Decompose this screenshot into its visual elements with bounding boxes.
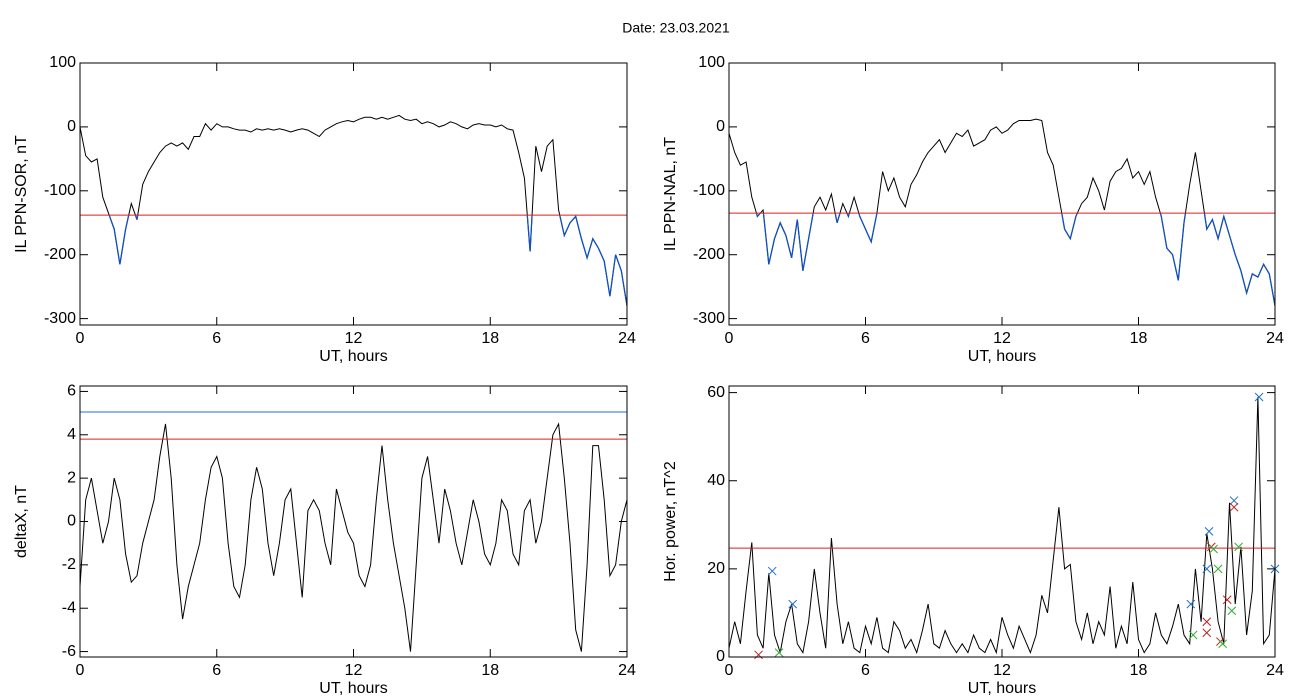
y-tick-label: 60 xyxy=(707,384,725,401)
x-axis-label: UT, hours xyxy=(319,680,387,697)
cross-marker xyxy=(1188,630,1198,640)
y-tick-label: 100 xyxy=(49,54,76,71)
y-tick-label: 0 xyxy=(716,118,725,135)
y-tick-label: -300 xyxy=(693,310,725,327)
cross-marker xyxy=(1229,496,1239,505)
y-axis-label: IL PPN-SOR, nT xyxy=(13,135,30,253)
x-tick-label: 24 xyxy=(618,330,636,347)
cross-marker xyxy=(1186,599,1196,609)
cross-marker xyxy=(1227,606,1237,616)
y-tick-label: 4 xyxy=(67,426,76,443)
cross-marker xyxy=(754,650,763,660)
x-tick-label: 12 xyxy=(345,330,363,347)
panel: -300 -200 -100 0 100 0 6 12 18 24 UT, hours IL PPN-… xyxy=(662,54,1284,365)
cross-marker xyxy=(1218,639,1228,649)
x-tick-label: 18 xyxy=(1130,330,1148,347)
cross-marker xyxy=(1202,628,1212,638)
x-tick-label: 12 xyxy=(993,662,1011,679)
cross-marker xyxy=(1229,502,1239,512)
plot-frame xyxy=(79,385,628,658)
x-tick-label: 12 xyxy=(345,662,363,679)
plot-frame xyxy=(728,62,1276,326)
y-tick-label: -200 xyxy=(693,246,725,263)
x-tick-label: 18 xyxy=(481,330,499,347)
below-threshold-line xyxy=(755,213,1275,306)
y-axis-label: IL PPN-NAL, nT xyxy=(662,137,679,251)
cross-marker xyxy=(1202,564,1212,574)
x-axis-label: UT, hours xyxy=(968,680,1036,697)
data-line xyxy=(729,118,1275,306)
y-axis-label: deltaX, nT xyxy=(13,485,30,558)
panel: -300 -200 -100 0 100 0 6 12 18 24 UT, hours IL PPN-… xyxy=(13,54,636,365)
x-tick-label: 0 xyxy=(76,662,85,679)
panel: 0 20 40 60 0 6 12 18 24 UT, hours Hor. power, nT^2 xyxy=(662,384,1284,697)
x-tick-label: 18 xyxy=(481,662,499,679)
y-tick-label: 20 xyxy=(707,560,725,577)
y-tick-label: -4 xyxy=(62,599,76,616)
y-tick-label: 0 xyxy=(716,648,725,665)
cross-marker xyxy=(1202,617,1212,627)
cross-marker xyxy=(788,599,798,609)
x-tick-label: 24 xyxy=(1266,662,1284,679)
cross-marker xyxy=(767,566,777,576)
data-line xyxy=(80,114,627,306)
x-axis-label: UT, hours xyxy=(968,348,1036,365)
x-tick-label: 6 xyxy=(861,662,870,679)
cross-marker xyxy=(1209,544,1218,554)
cross-marker xyxy=(1213,564,1223,574)
y-tick-label: 6 xyxy=(67,383,76,400)
y-tick-label: 0 xyxy=(67,118,76,135)
y-tick-label: -100 xyxy=(44,182,76,199)
y-tick-label: 0 xyxy=(67,513,76,530)
data-line xyxy=(729,396,1275,655)
cross-marker xyxy=(1204,527,1214,536)
y-tick-label: -2 xyxy=(62,556,76,573)
y-tick-label: 100 xyxy=(698,54,725,71)
x-tick-label: 0 xyxy=(76,330,85,347)
plot-frame xyxy=(79,62,628,326)
x-tick-label: 0 xyxy=(725,662,734,679)
plot-frame xyxy=(728,385,1276,658)
x-axis-label: UT, hours xyxy=(319,348,387,365)
cross-marker xyxy=(774,648,784,657)
cross-marker xyxy=(1234,542,1243,552)
cross-marker xyxy=(1254,392,1264,402)
y-tick-label: -100 xyxy=(693,182,725,199)
below-threshold-line xyxy=(108,215,627,306)
y-tick-label: -6 xyxy=(62,643,76,660)
y-tick-label: 40 xyxy=(707,472,725,489)
y-axis-label: Hor. power, nT^2 xyxy=(662,461,679,582)
cross-marker xyxy=(1222,595,1232,605)
x-tick-label: 24 xyxy=(1266,330,1284,347)
y-tick-label: -300 xyxy=(44,310,76,327)
x-tick-label: 6 xyxy=(861,330,870,347)
x-tick-label: 6 xyxy=(212,330,221,347)
y-tick-label: -200 xyxy=(44,246,76,263)
figure-title: Date: 23.03.2021 xyxy=(622,20,730,36)
x-tick-label: 6 xyxy=(212,662,221,679)
x-tick-label: 24 xyxy=(618,662,636,679)
x-tick-label: 18 xyxy=(1130,662,1148,679)
x-tick-label: 12 xyxy=(993,330,1011,347)
x-tick-label: 0 xyxy=(725,330,734,347)
data-line xyxy=(80,422,627,652)
y-tick-label: 2 xyxy=(67,469,76,486)
